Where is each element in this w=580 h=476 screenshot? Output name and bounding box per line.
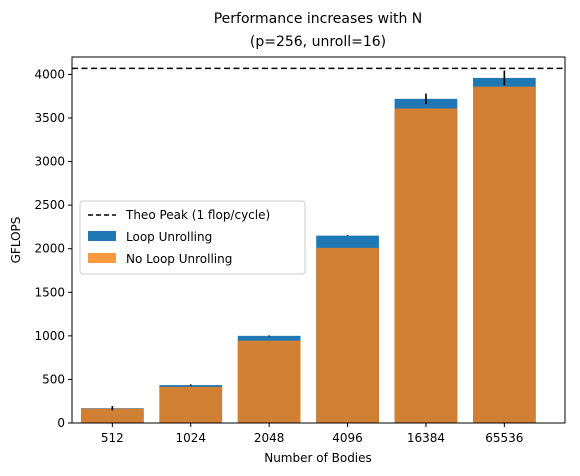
y-tick-label-2500: 2500 bbox=[34, 198, 65, 212]
x-tick-label-512: 512 bbox=[101, 431, 124, 445]
y-tick-label-1500: 1500 bbox=[34, 285, 65, 299]
x-tick-label-16384: 16384 bbox=[407, 431, 445, 445]
y-tick-label-3000: 3000 bbox=[34, 155, 65, 169]
bar-no-loop-unrolling-2048 bbox=[237, 340, 301, 423]
chart-title: Performance increases with N bbox=[214, 11, 423, 27]
legend-box bbox=[79, 200, 306, 275]
y-tick-label-4000: 4000 bbox=[34, 67, 65, 81]
legend-loop-unrolling-label: Loop Unrolling bbox=[126, 230, 212, 244]
legend-peak-label: Theo Peak (1 flop/cycle) bbox=[125, 208, 270, 222]
bar-no-loop-unrolling-65536 bbox=[473, 86, 536, 423]
legend-no-loop-unrolling-label: No Loop Unrolling bbox=[126, 252, 232, 266]
y-tick-label-500: 500 bbox=[42, 372, 65, 386]
y-tick-label-2000: 2000 bbox=[34, 242, 65, 256]
legend-loop-unrolling-swatch bbox=[88, 231, 116, 241]
legend-no-loop-unrolling-swatch bbox=[88, 253, 116, 263]
x-tick-label-1024: 1024 bbox=[175, 431, 206, 445]
plot-frame bbox=[71, 56, 566, 424]
y-tick-label-0: 0 bbox=[57, 416, 65, 430]
x-tick-label-65536: 65536 bbox=[485, 431, 523, 445]
y-axis-label: GFLOPS bbox=[9, 217, 23, 264]
bar-no-loop-unrolling-4096 bbox=[316, 247, 379, 423]
bar-no-loop-unrolling-1024 bbox=[159, 386, 223, 423]
x-axis-label: Number of Bodies bbox=[264, 451, 372, 465]
plot-area: 0 500 1000 1500 2000 2500 3000 3500 4000 512 1024 2… bbox=[34, 67, 565, 445]
chart-subtitle: (p=256, unroll=16) bbox=[250, 34, 386, 50]
y-tick-label-3500: 3500 bbox=[34, 111, 65, 125]
y-tick-label-1000: 1000 bbox=[34, 329, 65, 343]
legend: Theo Peak (1 flop/cycle) Loop Unrolling … bbox=[79, 200, 306, 275]
x-tick-label-2048: 2048 bbox=[254, 431, 285, 445]
bar-no-loop-unrolling-512 bbox=[81, 408, 144, 423]
bar-no-loop-unrolling-16384 bbox=[394, 108, 458, 424]
x-tick-label-4096: 4096 bbox=[332, 431, 363, 445]
